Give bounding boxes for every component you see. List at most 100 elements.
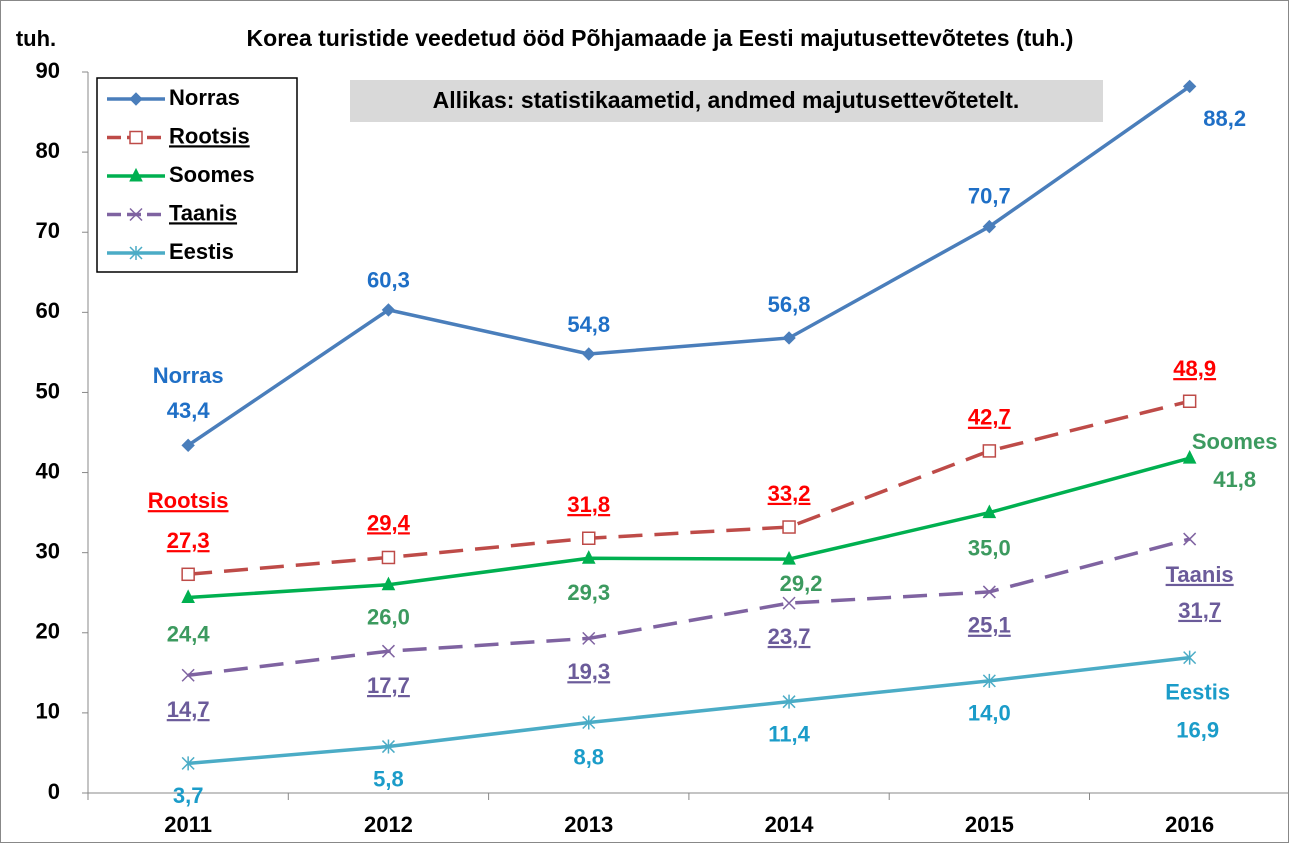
data-point — [381, 739, 395, 754]
series-line — [188, 399, 1191, 577]
data-label: 29,4 — [367, 510, 411, 535]
annotation-box — [350, 80, 1103, 122]
data-point — [381, 303, 396, 317]
series-name-label: Soomes — [1192, 429, 1278, 454]
data-label: 5,8 — [373, 766, 404, 791]
legend-label: Soomes — [169, 162, 255, 187]
y-tick-label: 10 — [36, 699, 60, 724]
data-label: 42,7 — [968, 405, 1011, 430]
data-point — [381, 576, 396, 591]
series-name-label: Eestis — [1165, 679, 1230, 704]
data-label: 19,3 — [567, 659, 610, 684]
y-tick-label: 70 — [36, 218, 60, 243]
y-tick-label: 0 — [48, 779, 60, 804]
data-point — [782, 694, 796, 709]
data-label: 8,8 — [573, 744, 604, 769]
data-label: 88,2 — [1203, 106, 1246, 131]
series-name-label: Rootsis — [148, 488, 229, 513]
data-label: 29,2 — [780, 571, 823, 596]
data-point — [582, 715, 596, 730]
data-label: 11,4 — [768, 721, 810, 746]
x-tick-label: 2012 — [364, 812, 413, 837]
y-tick-label: 20 — [36, 619, 60, 644]
data-label: 29,3 — [567, 580, 610, 605]
data-label: 35,0 — [968, 535, 1011, 560]
legend-marker — [129, 207, 143, 222]
data-point — [782, 331, 796, 345]
data-label: 31,8 — [567, 492, 610, 517]
y-tick-label: 30 — [36, 538, 60, 563]
data-point — [181, 756, 195, 771]
data-point — [1183, 650, 1197, 665]
data-label: 31,7 — [1178, 598, 1221, 623]
data-label: 3,7 — [173, 783, 204, 808]
data-label: 16,9 — [1176, 717, 1219, 742]
data-point — [582, 631, 596, 645]
data-point — [982, 504, 997, 519]
x-tick-label: 2014 — [765, 812, 815, 837]
x-tick-label: 2013 — [564, 812, 613, 837]
data-label: 17,7 — [367, 673, 410, 698]
y-tick-label: 50 — [36, 378, 60, 403]
data-point — [982, 444, 997, 458]
series-line — [188, 655, 1190, 766]
data-label: 70,7 — [968, 183, 1011, 208]
data-label: 26,0 — [367, 605, 410, 630]
data-label: 25,1 — [968, 613, 1011, 638]
data-point — [782, 520, 796, 534]
series-name-label: Norras — [153, 363, 224, 388]
data-label: 48,9 — [1173, 356, 1216, 381]
data-label: 43,4 — [167, 398, 211, 423]
y-tick-label: 40 — [36, 458, 60, 483]
legend-marker — [129, 92, 143, 106]
data-point — [782, 596, 796, 610]
data-point — [982, 673, 996, 688]
data-point — [582, 531, 596, 545]
data-label: 14,7 — [167, 697, 210, 722]
data-point — [1182, 394, 1197, 409]
legend-label: Norras — [169, 85, 240, 110]
y-tick-label: 80 — [36, 138, 60, 163]
legend-marker — [129, 246, 143, 260]
series-name-label: Taanis — [1166, 562, 1234, 587]
chart-title: Korea turistide veedetud ööd Põhjamaade … — [247, 25, 1074, 51]
y-axis-label: tuh. — [16, 26, 56, 51]
y-tick-label: 90 — [36, 58, 60, 83]
data-label: 14,0 — [968, 701, 1011, 726]
x-tick-label: 2011 — [164, 812, 212, 837]
data-label: 23,7 — [768, 624, 811, 649]
data-label: 41,8 — [1213, 467, 1256, 492]
series-line — [188, 456, 1191, 600]
data-label: 24,4 — [167, 621, 211, 646]
data-point — [782, 550, 796, 565]
data-point — [1182, 450, 1197, 464]
data-point — [1182, 79, 1197, 94]
legend-label: Rootsis — [169, 123, 250, 148]
data-point — [582, 347, 596, 361]
x-tick-label: 2015 — [965, 812, 1014, 837]
annotation: Allikas: statistikaametid, andmed majutu… — [433, 87, 1020, 113]
data-label: 33,2 — [768, 481, 811, 506]
data-point — [381, 644, 395, 658]
data-point — [181, 589, 195, 604]
series-line — [187, 84, 1191, 447]
y-tick-label: 60 — [36, 298, 60, 323]
legend-marker — [129, 167, 143, 182]
series-line — [187, 537, 1191, 677]
data-label: 54,8 — [567, 312, 610, 337]
data-point — [181, 668, 195, 682]
data-point — [181, 438, 195, 453]
legend-label: Eestis — [169, 239, 234, 264]
data-point — [1183, 532, 1197, 546]
data-point — [982, 585, 996, 599]
legend-label: Taanis — [169, 200, 237, 225]
x-tick-label: 2016 — [1165, 812, 1214, 837]
data-point — [982, 219, 997, 234]
data-point — [581, 550, 596, 564]
data-label: 60,3 — [367, 268, 410, 293]
data-label: 27,3 — [167, 528, 210, 553]
data-point — [181, 567, 195, 582]
legend-marker — [129, 130, 143, 145]
data-label: 56,8 — [768, 292, 811, 317]
